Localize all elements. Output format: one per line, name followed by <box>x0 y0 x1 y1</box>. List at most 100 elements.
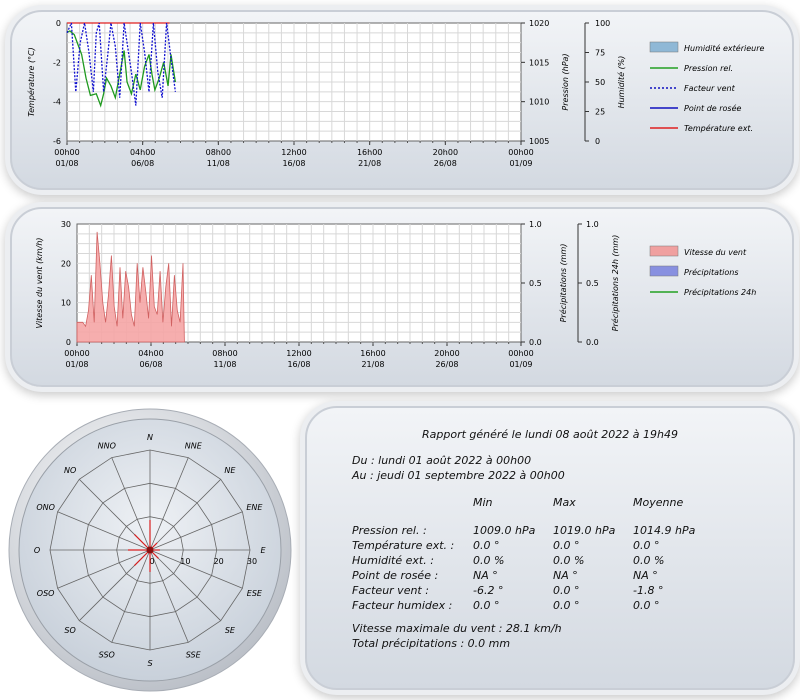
legend-label: Humidité extérieure <box>684 43 765 53</box>
x-tick-date: 01/08 <box>65 360 88 369</box>
y-tick-temperature: -2 <box>53 58 61 67</box>
y-tick-temperature: 0 <box>56 19 61 28</box>
x-tick-date: 26/08 <box>434 159 457 168</box>
report-row-label: Facteur vent : <box>352 584 429 597</box>
y-tick-humidity: 0 <box>595 137 600 146</box>
legend-label: Précipitations <box>684 267 739 277</box>
legend-swatch <box>649 41 679 53</box>
x-tick-date: 11/08 <box>213 360 236 369</box>
rose-spoke <box>149 479 221 551</box>
y-tick-precip24: 0.0 <box>586 338 599 347</box>
rose-spoke <box>149 511 243 551</box>
rose-direction-label: ENE <box>246 503 263 512</box>
y-tick-wind: 30 <box>61 220 71 229</box>
y-tick-wind: 10 <box>61 299 71 308</box>
x-tick-time: 04h00 <box>138 349 163 358</box>
report-row-min: NA ° <box>473 569 498 582</box>
rose-spoke <box>149 549 243 589</box>
wind-precipitation-chart: 00h00 01/08 04h00 06/08 08h00 11/08 12h00 16/08… <box>35 220 756 369</box>
report-total-precip: Total précipitations : 0.0 mm <box>352 637 511 650</box>
report-row-max: 0.0 ° <box>553 584 580 597</box>
x-tick-time: 08h00 <box>212 349 237 358</box>
rose-direction-label: ESE <box>247 589 263 598</box>
rose-direction-label: ONO <box>36 503 55 512</box>
rose-direction-label: NNE <box>185 442 203 451</box>
rose-spoke <box>149 549 221 621</box>
x-tick-time: 12h00 <box>281 148 306 157</box>
report-row-min: 1009.0 hPa <box>473 524 536 537</box>
y-tick-humidity: 25 <box>595 108 605 117</box>
rose-direction-label: E <box>260 546 266 555</box>
report-row-min: 0.0 % <box>473 554 505 567</box>
y-tick-precip24: 0.5 <box>586 279 599 288</box>
report-row-max: 0.0 % <box>553 554 585 567</box>
report-row-label: Facteur humidex : <box>352 599 453 612</box>
legend-label: Point de rosée <box>684 103 742 113</box>
x-tick-date: 06/08 <box>139 360 162 369</box>
header-min: Min <box>473 496 493 509</box>
rose-direction-label: SE <box>225 626 236 635</box>
y-axis-label-precip: Précipitations (mm) <box>558 244 568 323</box>
x-tick-date: 16/08 <box>282 159 305 168</box>
rose-direction-label: S <box>147 659 152 668</box>
x-tick-date: 16/08 <box>287 360 310 369</box>
x-tick-time: 00h00 <box>508 349 533 358</box>
x-tick-time: 20h00 <box>433 148 458 157</box>
report-row-label: Température ext. : <box>352 539 455 552</box>
rose-direction-label: N <box>147 433 153 442</box>
y-axis-label-temperature: Température (°C) <box>26 47 36 117</box>
rose-center <box>146 546 154 554</box>
temperature-pressure-chart: 00h00 01/08 04h00 06/08 08h00 11/08 12h00 16/08… <box>26 19 765 168</box>
rose-ring <box>82 482 218 618</box>
x-tick-time: 12h00 <box>286 349 311 358</box>
rose-wind-line <box>134 549 151 566</box>
y-tick-temperature: -4 <box>53 98 61 107</box>
report-row-max: NA ° <box>553 569 578 582</box>
y-tick-pressure: 1015 <box>529 58 549 67</box>
y-tick-wind: 0 <box>66 338 71 347</box>
x-tick-date: 01/09 <box>509 159 532 168</box>
legend-swatch <box>649 265 679 277</box>
report-to: Au : jeudi 01 septembre 2022 à 00h00 <box>352 469 565 482</box>
report-row-label: Humidité ext. : <box>352 554 434 567</box>
x-tick-date: 21/08 <box>358 159 381 168</box>
legend-label: Précipitations 24h <box>684 287 756 297</box>
rose-ring-label: 0 <box>149 557 154 566</box>
x-tick-date: 01/09 <box>509 360 532 369</box>
report-row-max: 1019.0 hPa <box>553 524 616 537</box>
rose-wind-line <box>134 534 151 551</box>
rose-ring <box>49 449 251 651</box>
series-wind-chill <box>66 22 177 106</box>
legend-label: Pression rel. <box>684 64 733 73</box>
y-tick-precip: 1.0 <box>529 220 542 229</box>
rose-direction-label: SSE <box>186 650 202 659</box>
y-tick-precip: 0.5 <box>529 279 542 288</box>
rose-ring <box>116 516 184 584</box>
report-from: Du : lundi 01 août 2022 à 00h00 <box>352 454 532 467</box>
x-tick-time: 08h00 <box>206 148 231 157</box>
report-row-label: Pression rel. : <box>352 524 427 537</box>
y-tick-humidity: 50 <box>595 78 605 87</box>
report-title: Rapport généré le lundi 08 août 2022 à 1… <box>422 428 678 441</box>
report-row-avg: 1014.9 hPa <box>633 524 696 537</box>
x-tick-date: 06/08 <box>131 159 154 168</box>
rose-ring-label: 20 <box>214 557 224 566</box>
rose-direction-label: SSO <box>99 650 115 659</box>
legend-label: Vitesse du vent <box>684 248 747 257</box>
y-tick-humidity: 100 <box>595 19 610 28</box>
x-tick-date: 21/08 <box>361 360 384 369</box>
rose-direction-label: NE <box>224 466 236 475</box>
report-panel: Rapport généré le lundi 08 août 2022 à 1… <box>305 406 795 690</box>
rose-spoke <box>57 511 151 551</box>
legend-label: Facteur vent <box>684 84 736 93</box>
rose-direction-label: OSO <box>37 589 55 598</box>
legend-swatch <box>649 245 679 257</box>
wind-precipitation-panel: 00h00 01/08 04h00 06/08 08h00 11/08 12h00 16/08… <box>10 207 794 387</box>
y-tick-precip: 0.0 <box>529 338 542 347</box>
report-row-max: 0.0 ° <box>553 599 580 612</box>
rose-direction-label: NNO <box>98 442 116 451</box>
y-tick-pressure: 1005 <box>529 137 549 146</box>
rose-direction-label: O <box>34 546 40 555</box>
wind-rose: N NNE NE ENE E ESE SE SSE S SSO SO OSO O ONO NO NNO 0 10 2… <box>8 408 292 692</box>
report-row-avg: 0.0 ° <box>633 599 660 612</box>
